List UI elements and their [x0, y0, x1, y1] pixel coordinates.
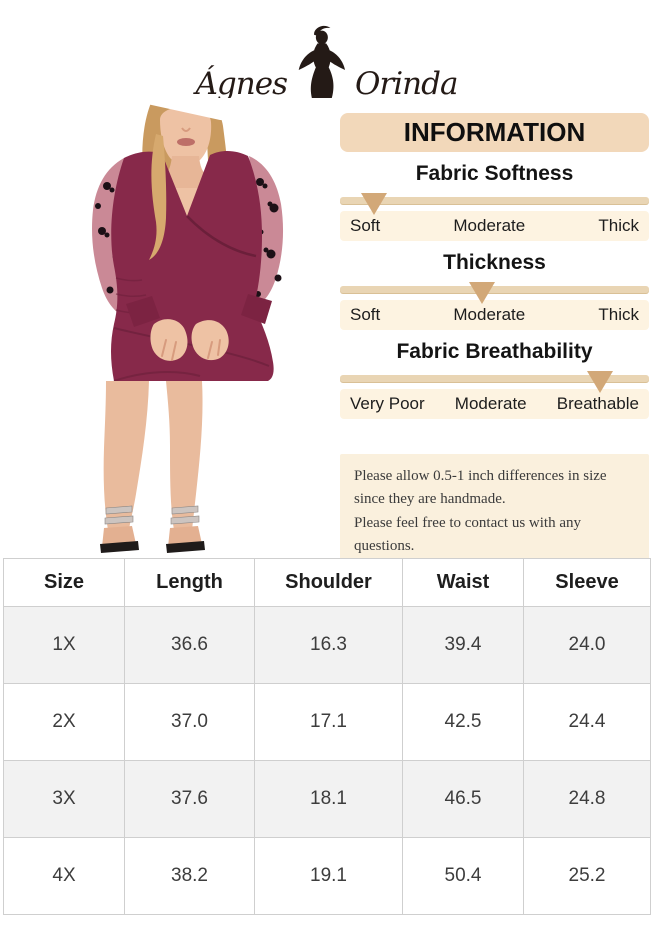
header-size: Size — [3, 558, 125, 607]
header-sleeve: Sleeve — [523, 558, 651, 607]
slider-pointer-icon — [586, 371, 613, 393]
cell: 3X — [3, 760, 125, 838]
slider-label: Moderate — [454, 394, 527, 413]
cell: 36.6 — [124, 606, 255, 684]
slider-thickness: Thickness Soft Moderate Thick — [340, 250, 649, 330]
cell: 24.0 — [523, 606, 651, 684]
cell: 42.5 — [402, 683, 524, 761]
slider-label: Thick — [598, 305, 639, 324]
slider-labels: Soft Moderate Thick — [340, 300, 649, 330]
header-shoulder: Shoulder — [254, 558, 403, 607]
cell: 24.4 — [523, 683, 651, 761]
cell: 4X — [3, 837, 125, 915]
cell: 16.3 — [254, 606, 403, 684]
slider-label: Soft — [350, 305, 381, 324]
information-title: INFORMATION — [340, 113, 649, 152]
brand-name-right: Orinda — [355, 66, 458, 102]
slider-label: Very Poor — [350, 394, 425, 413]
table-row-3x: 3X 37.6 18.1 46.5 24.8 — [3, 760, 651, 838]
cell: 1X — [3, 606, 125, 684]
header-length: Length — [124, 558, 255, 607]
cell: 50.4 — [402, 837, 524, 915]
slider-label: Thick — [598, 216, 639, 235]
note-line: Please allow 0.5-1 inch differences in s… — [354, 468, 607, 507]
slider-fabric-breathability: Fabric Breathability Very Poor Moderate … — [340, 339, 649, 419]
cell: 18.1 — [254, 760, 403, 838]
brand-name-left: Ágnes — [195, 66, 288, 102]
cell: 24.8 — [523, 760, 651, 838]
slider-labels: Very Poor Moderate Breathable — [340, 389, 649, 419]
slider-label: Moderate — [453, 216, 526, 235]
cell: 46.5 — [402, 760, 524, 838]
slider-fabric-softness: Fabric Softness Soft Moderate Thick — [340, 161, 649, 241]
table-header-row: Size Length Shoulder Waist Sleeve — [3, 558, 651, 607]
slider-label: Moderate — [453, 305, 526, 324]
slider-track — [340, 282, 649, 304]
slider-track — [340, 371, 649, 393]
product-photo — [50, 98, 335, 558]
cell: 25.2 — [523, 837, 651, 915]
cell: 17.1 — [254, 683, 403, 761]
woman-silhouette-icon — [298, 25, 345, 100]
note-line: Please feel free to contact us with any … — [354, 515, 581, 554]
slider-label: Soft — [350, 216, 381, 235]
model-illustration — [90, 98, 335, 553]
brand-logo: Ágnes Orinda — [0, 24, 653, 104]
slider-pointer-icon — [360, 193, 387, 215]
cell: 37.6 — [124, 760, 255, 838]
cell: 38.2 — [124, 837, 255, 915]
cell: 19.1 — [254, 837, 403, 915]
cell: 37.0 — [124, 683, 255, 761]
table-row-4x: 4X 38.2 19.1 50.4 25.2 — [3, 837, 651, 915]
table-row-2x: 2X 37.0 17.1 42.5 24.4 — [3, 683, 651, 761]
slider-title: Thickness — [443, 251, 546, 274]
slider-track — [340, 193, 649, 215]
cell: 2X — [3, 683, 125, 761]
size-chart-table: Size Length Shoulder Waist Sleeve 1X 36.… — [3, 558, 651, 915]
cell: 39.4 — [402, 606, 524, 684]
slider-labels: Soft Moderate Thick — [340, 211, 649, 241]
note-box: Please allow 0.5-1 inch differences in s… — [340, 454, 649, 568]
header-waist: Waist — [402, 558, 524, 607]
slider-pointer-icon — [469, 282, 496, 304]
table-row-1x: 1X 36.6 16.3 39.4 24.0 — [3, 606, 651, 684]
information-panel: INFORMATION Fabric Softness Soft Moderat… — [340, 113, 649, 568]
slider-title: Fabric Breathability — [396, 340, 593, 363]
slider-title: Fabric Softness — [415, 162, 574, 185]
slider-label: Breathable — [556, 394, 639, 413]
